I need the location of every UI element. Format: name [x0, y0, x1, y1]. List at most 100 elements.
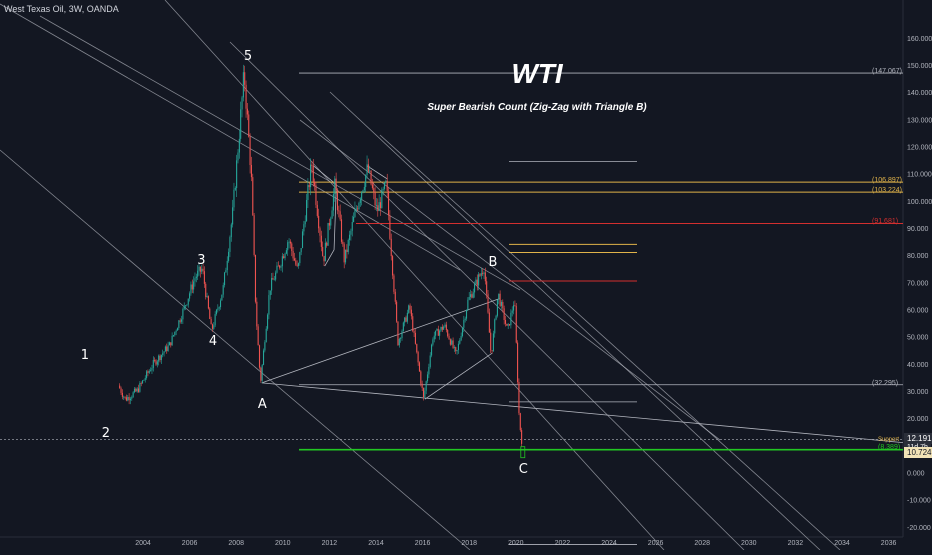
y-tick-label: 70.000 — [907, 280, 929, 287]
candle-body — [508, 324, 511, 326]
candle-body — [398, 338, 400, 346]
candle-body — [289, 241, 291, 244]
candle-body — [275, 272, 277, 280]
candle-body — [393, 275, 395, 292]
candle-body — [382, 188, 384, 190]
candle-body — [357, 208, 359, 210]
candle-body — [428, 366, 430, 375]
candle-body — [420, 371, 422, 384]
y-tick-label: 150.000 — [907, 63, 932, 70]
candle-body — [436, 328, 438, 331]
candle-body — [285, 250, 287, 254]
candle-body — [386, 180, 388, 191]
candle-body — [359, 199, 361, 203]
candle-body — [315, 185, 317, 205]
y-tick-label: 30.000 — [907, 389, 929, 396]
candle-body — [299, 252, 301, 264]
candle-body — [305, 200, 308, 222]
candle-body — [422, 387, 425, 397]
x-tick-label: 2036 — [881, 540, 897, 547]
triangle-outline-3 — [366, 165, 388, 180]
y-tick-label: 60.000 — [907, 308, 929, 315]
candle-body — [390, 238, 392, 257]
candle-body — [267, 314, 269, 329]
x-tick-label: 2014 — [368, 540, 384, 547]
candle-body — [488, 312, 490, 333]
candle-body — [271, 278, 273, 291]
candle-body — [301, 231, 304, 248]
candle-body — [463, 320, 465, 328]
candle-body — [339, 211, 341, 220]
candle-body — [203, 271, 205, 284]
candle-body — [132, 392, 134, 398]
candle-body — [242, 72, 244, 98]
candle-body — [155, 360, 157, 365]
candle-body — [262, 350, 265, 365]
candle-body — [186, 304, 188, 306]
candle-body — [295, 260, 297, 265]
candle-body — [156, 361, 158, 365]
candle-body — [375, 205, 377, 207]
channel-line — [0, 3, 461, 271]
candle-body — [444, 324, 446, 327]
x-tick-label: 2006 — [182, 540, 198, 547]
candle-body — [416, 343, 418, 353]
candle-body — [471, 294, 473, 298]
candle-body — [460, 336, 462, 341]
candle-body — [517, 342, 519, 382]
x-tick-label: 2026 — [648, 540, 664, 547]
candle-body — [147, 371, 149, 373]
candle-body — [511, 310, 513, 313]
candle-body — [292, 250, 294, 259]
candle-body — [435, 330, 437, 336]
candle-body — [355, 208, 357, 210]
candle-body — [432, 339, 434, 345]
symbol-header: West Texas Oil, 3W, OANDA — [4, 4, 119, 14]
candle-body — [160, 354, 162, 361]
candle-body — [424, 390, 426, 397]
support-label: Support — [878, 436, 900, 443]
candle-body — [332, 194, 334, 211]
current-price-tag: 12.191 — [904, 433, 932, 445]
candle-body — [344, 249, 347, 263]
wave-label-1: 1 — [80, 347, 90, 363]
candle-body — [123, 396, 125, 398]
candle-body — [439, 330, 441, 336]
candle-body — [207, 296, 209, 309]
candle-body — [483, 272, 485, 274]
support-value: (8.389) — [878, 443, 901, 451]
candle-body — [283, 256, 285, 259]
wave-label-a: A — [257, 396, 267, 412]
candle-body — [413, 331, 415, 333]
y-tick-label: -20.000 — [907, 525, 931, 532]
candle-body — [244, 72, 246, 85]
candle-body — [340, 219, 343, 242]
channel-line — [164, 0, 665, 551]
candle-body — [373, 188, 375, 192]
candle-body — [324, 242, 326, 262]
candle-body — [374, 191, 376, 206]
candle-body — [441, 326, 443, 330]
candle-body — [397, 321, 399, 346]
candle-body — [456, 350, 458, 352]
candle-body — [336, 190, 339, 211]
candle-body — [410, 309, 412, 317]
candle-body — [440, 326, 442, 331]
candle-body — [429, 355, 431, 367]
y-tick-label: 80.000 — [907, 253, 929, 260]
candle-body — [353, 216, 355, 222]
candle-body — [495, 315, 497, 320]
candle-body — [331, 210, 333, 219]
x-tick-label: 2012 — [322, 540, 338, 547]
candle-body — [304, 221, 306, 225]
candle-body — [362, 190, 364, 193]
candle-body — [257, 326, 259, 346]
candle-body — [385, 180, 387, 183]
candle-body — [250, 165, 252, 178]
candle-body — [148, 370, 150, 373]
candle-body — [167, 345, 169, 351]
candle-body — [469, 294, 472, 297]
x-tick-label: 2016 — [415, 540, 431, 547]
